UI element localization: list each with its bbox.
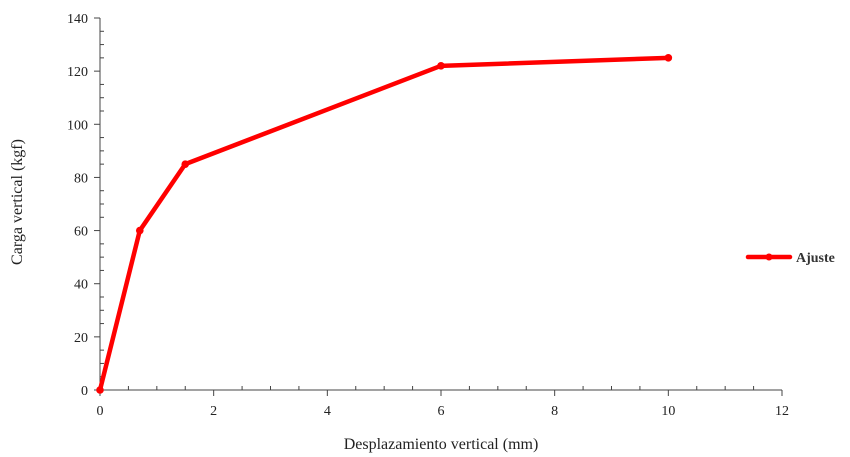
data-point bbox=[135, 226, 144, 235]
y-tick-label: 20 bbox=[74, 331, 88, 346]
data-point bbox=[181, 160, 190, 168]
data-point bbox=[96, 386, 104, 394]
y-tick-label: 120 bbox=[67, 65, 88, 80]
y-tick-label: 80 bbox=[74, 171, 88, 186]
x-tick-label: 6 bbox=[438, 404, 445, 419]
y-axis: 0 20 40 60 80 100 120 140 bbox=[67, 12, 104, 399]
series-line-ajuste bbox=[97, 55, 671, 393]
x-tick-label: 2 bbox=[210, 404, 217, 419]
y-tick-label: 40 bbox=[74, 278, 88, 293]
legend-swatch-marker bbox=[765, 253, 773, 261]
x-axis-title: Desplazamiento vertical (mm) bbox=[344, 436, 539, 453]
x-tick-label: 12 bbox=[775, 404, 789, 419]
data-point bbox=[437, 62, 445, 70]
x-tick-label: 10 bbox=[661, 404, 675, 419]
series-layer bbox=[96, 54, 673, 394]
y-tick-label: 140 bbox=[67, 12, 88, 27]
y-ticks: 0 20 40 60 80 100 120 140 bbox=[67, 12, 104, 399]
legend: Ajuste bbox=[745, 251, 835, 266]
x-tick-label: 8 bbox=[551, 404, 558, 419]
y-tick-label: 60 bbox=[74, 225, 88, 240]
data-point bbox=[664, 54, 673, 62]
x-tick-label: 4 bbox=[324, 404, 331, 419]
legend-label: Ajuste bbox=[796, 251, 835, 266]
x-axis: 0 2 4 6 8 10 12 bbox=[97, 386, 789, 419]
x-tick-label: 0 bbox=[97, 404, 104, 419]
x-ticks: 0 2 4 6 8 10 12 bbox=[97, 386, 789, 419]
y-tick-label: 0 bbox=[81, 384, 88, 399]
y-tick-label: 100 bbox=[67, 118, 88, 133]
y-axis-title: Carga vertical (kgf) bbox=[9, 139, 26, 265]
